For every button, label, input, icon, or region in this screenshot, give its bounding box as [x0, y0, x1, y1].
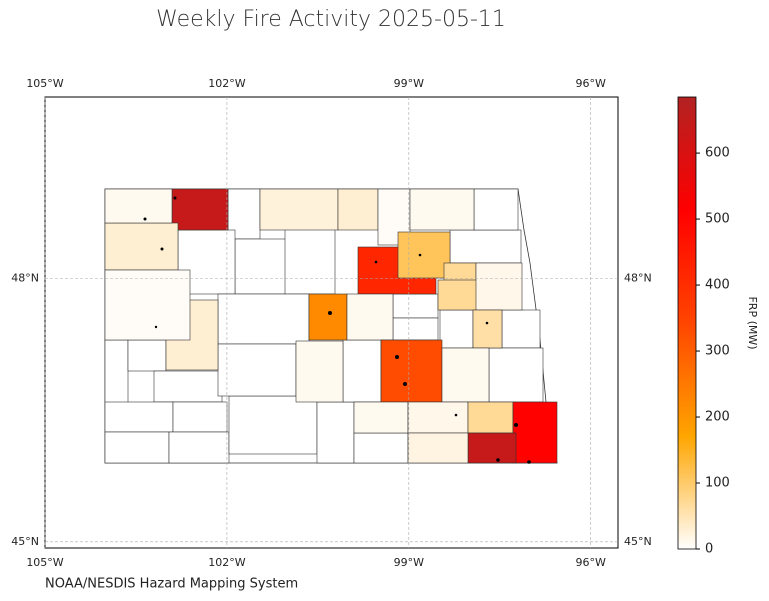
fire-dot: [485, 321, 489, 325]
colorbar: [677, 96, 697, 550]
county-region: [259, 188, 339, 231]
x-tick-label: 99°W: [394, 556, 424, 569]
colorbar-label: FRP (MW): [746, 296, 759, 349]
county: [473, 188, 519, 231]
colorbar-tick-label: 400: [705, 278, 730, 293]
y-tick-label: 48°N: [624, 272, 652, 285]
y-tick-label: 45°N: [11, 535, 39, 548]
fire-dot: [418, 253, 422, 257]
colorbar-tick-label: 100: [705, 476, 730, 491]
county-region: [475, 262, 523, 311]
fire-dot: [454, 413, 458, 417]
fire-dot: [328, 311, 332, 315]
county-region: [104, 269, 191, 341]
fire-dot: [496, 458, 500, 462]
county: [488, 347, 544, 403]
x-tick-label: 105°W: [26, 556, 63, 569]
county-region: [346, 293, 394, 341]
county-region: [104, 188, 173, 224]
county-region: [437, 279, 479, 311]
colorbar-tick-label: 0: [705, 542, 713, 557]
county: [342, 339, 382, 403]
county: [228, 395, 318, 455]
title: Weekly Fire Activity 2025-05-11: [156, 7, 506, 32]
county: [172, 401, 228, 433]
x-tick-label: 102°W: [208, 556, 245, 569]
fire-dot: [143, 217, 147, 221]
county-region: [467, 401, 514, 434]
county-region: [104, 222, 179, 271]
y-tick-label: 45°N: [624, 535, 652, 548]
colorbar-tick-label: 500: [705, 212, 730, 227]
county-region: [441, 347, 490, 403]
x-tick-label: 105°W: [26, 77, 63, 90]
county-region: [407, 401, 469, 434]
county-region: [472, 309, 503, 349]
county: [168, 431, 230, 464]
county-region: [407, 432, 469, 464]
county: [316, 401, 355, 464]
fire-dot: [395, 355, 399, 359]
county-region: [308, 293, 348, 341]
county: [284, 222, 336, 295]
regions: [104, 188, 558, 464]
county: [439, 309, 474, 349]
county-region: [171, 188, 229, 231]
x-tick-label: 99°W: [394, 77, 424, 90]
source-credit: NOAA/NESDIS Hazard Mapping System: [45, 577, 298, 592]
county: [104, 339, 129, 411]
colorbar-tick-label: 200: [705, 410, 730, 425]
county-region: [337, 188, 379, 231]
fire-dot: [527, 460, 531, 464]
county: [392, 293, 439, 319]
county: [501, 309, 541, 349]
county-region: [512, 401, 558, 464]
county: [153, 370, 223, 403]
county: [217, 293, 310, 345]
county-region: [409, 188, 475, 231]
x-tick-label: 102°W: [208, 77, 245, 90]
fire-dot: [514, 423, 518, 427]
county: [234, 238, 291, 295]
county-region: [397, 231, 451, 279]
x-tick-label: 96°W: [576, 556, 606, 569]
county: [104, 401, 174, 433]
fire-dot: [154, 325, 158, 329]
x-tick-label: 96°W: [576, 77, 606, 90]
colorbar-tick-label: 600: [705, 146, 730, 161]
fire-detections: [143, 196, 531, 464]
colorbar-tick-label: 300: [705, 344, 730, 359]
county: [127, 339, 167, 372]
county-region: [295, 340, 344, 403]
fire-dot: [160, 247, 164, 251]
fire-dot: [403, 382, 407, 386]
county: [449, 229, 522, 264]
county-region: [353, 401, 409, 434]
county: [104, 431, 170, 464]
county-region: [380, 339, 443, 403]
county: [353, 432, 409, 464]
county: [217, 343, 297, 397]
county: [392, 317, 439, 341]
fire-dot: [374, 260, 378, 264]
fire-dot: [173, 196, 177, 200]
axes: 105°W 105°W 102°W 102°W 99°W 99°W 96°W 96°W 48°N…: [11, 77, 651, 569]
county-region: [467, 432, 517, 464]
y-tick-label: 48°N: [11, 272, 39, 285]
